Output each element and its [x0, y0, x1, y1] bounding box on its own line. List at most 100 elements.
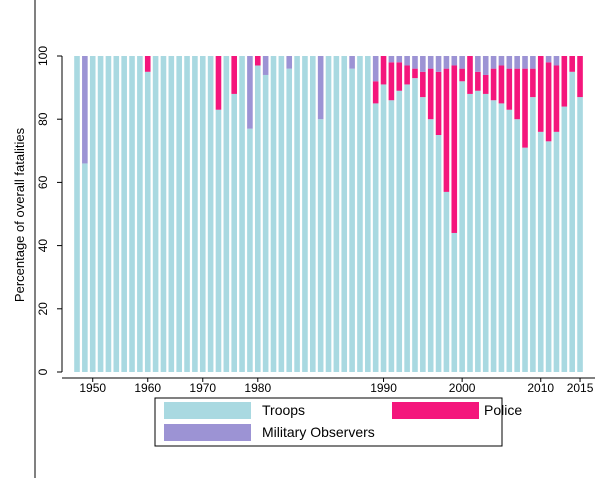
bar-segment: [498, 103, 505, 373]
bar-segment: [341, 56, 348, 372]
bar-segment: [404, 65, 410, 85]
x-tick-label: 2015: [567, 381, 594, 395]
bar-segment: [74, 56, 80, 372]
bar-segment: [522, 68, 528, 148]
bar-segment: [223, 56, 230, 372]
bar-segment: [396, 62, 403, 91]
bar-segment: [239, 56, 245, 372]
bar-segment: [482, 93, 489, 373]
bar-segment: [514, 119, 520, 372]
bar-segment: [522, 56, 528, 69]
bar-segment: [475, 71, 481, 91]
bar-segment: [412, 68, 418, 79]
bar-segment: [404, 56, 410, 66]
bar-segment: [420, 56, 426, 72]
bar-segment: [160, 56, 167, 372]
bar-segment: [310, 56, 316, 372]
bar-segment: [231, 56, 237, 94]
bar-segment: [412, 56, 418, 69]
legend-label: Police: [484, 402, 522, 418]
bar-segment: [530, 56, 536, 69]
bar-segment: [404, 84, 410, 372]
bar-segment: [506, 56, 513, 69]
x-tick-label: 1960: [134, 381, 161, 395]
bar-segment: [459, 68, 465, 82]
bar-segment: [144, 56, 151, 72]
bar-segment: [435, 135, 442, 372]
bar-segment: [380, 56, 387, 85]
y-tick-label: 100: [36, 46, 50, 66]
bar-segment: [247, 128, 253, 372]
bar-segment: [144, 71, 151, 373]
bar-segment: [451, 232, 458, 372]
bar-segment: [490, 100, 497, 373]
bar-segment: [372, 56, 379, 82]
bar-segment: [427, 119, 434, 372]
legend-swatch: [392, 402, 479, 419]
bar-segment: [262, 56, 269, 75]
bar-segment: [199, 56, 206, 372]
bar-segment: [388, 62, 395, 101]
bar-segment: [561, 106, 568, 372]
bar-segment: [286, 68, 293, 372]
bar-segment: [254, 56, 261, 66]
bar-segment: [451, 65, 458, 233]
bar-segment: [514, 68, 520, 120]
x-tick-label: 1950: [79, 381, 106, 395]
bar-segment: [294, 56, 300, 372]
bar-segment: [553, 131, 560, 372]
bar-segment: [545, 62, 552, 142]
bar-segment: [333, 56, 340, 372]
bar-segment: [530, 97, 536, 372]
bar-segment: [435, 71, 442, 135]
bar-segment: [577, 56, 583, 98]
bar-segment: [278, 56, 285, 372]
bar-segment: [553, 56, 560, 66]
bar-segment: [467, 93, 473, 373]
bar-segment: [530, 68, 536, 98]
bar-segment: [317, 119, 324, 372]
x-tick-label: 2010: [527, 381, 554, 395]
bar-segment: [82, 163, 88, 372]
y-tick-label: 40: [36, 239, 50, 253]
bar-segment: [262, 74, 269, 373]
bar-segment: [247, 56, 253, 129]
x-tick-label: 1980: [244, 381, 271, 395]
bar-segment: [420, 97, 426, 372]
bar-segment: [372, 81, 379, 104]
bar-segment: [553, 65, 560, 132]
bar-segment: [506, 68, 513, 110]
bar-segment: [215, 109, 222, 372]
bar-segment: [498, 65, 505, 104]
bar-segment: [129, 56, 135, 372]
bar-segment: [475, 90, 481, 372]
bar-segment: [475, 56, 481, 72]
bar-segment: [506, 109, 513, 372]
legend-swatch: [164, 424, 251, 441]
x-tick-label: 1970: [189, 381, 216, 395]
bar-segment: [522, 147, 528, 372]
bar-segment: [467, 56, 473, 94]
bar-segment: [561, 56, 568, 107]
bar-segment: [388, 56, 395, 63]
bar-segment: [317, 56, 324, 120]
bar-segment: [192, 56, 198, 372]
bar-segment: [396, 56, 403, 63]
bar-segment: [349, 68, 355, 372]
x-tick-label: 1990: [370, 381, 397, 395]
bar-segment: [137, 56, 143, 372]
bar-segment: [302, 56, 308, 372]
bar-segment: [357, 56, 363, 372]
bar-segment: [498, 56, 505, 66]
bar-segment: [459, 81, 465, 372]
bar-segment: [514, 56, 520, 69]
bar-segment: [420, 71, 426, 98]
y-tick-label: 60: [36, 175, 50, 189]
bar-segment: [168, 56, 175, 372]
bar-segment: [231, 93, 237, 373]
bar-segment: [380, 84, 387, 372]
bar-segment: [443, 68, 450, 192]
legend-label: Military Observers: [262, 424, 375, 440]
bar-segment: [184, 56, 190, 372]
